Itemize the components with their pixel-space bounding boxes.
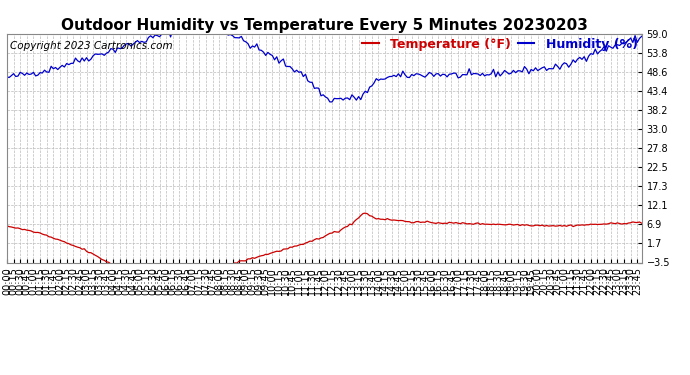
Legend: Temperature (°F), Humidity (%): Temperature (°F), Humidity (%) <box>362 38 638 51</box>
Title: Outdoor Humidity vs Temperature Every 5 Minutes 20230203: Outdoor Humidity vs Temperature Every 5 … <box>61 18 588 33</box>
Text: Copyright 2023 Cartronics.com: Copyright 2023 Cartronics.com <box>10 40 172 51</box>
